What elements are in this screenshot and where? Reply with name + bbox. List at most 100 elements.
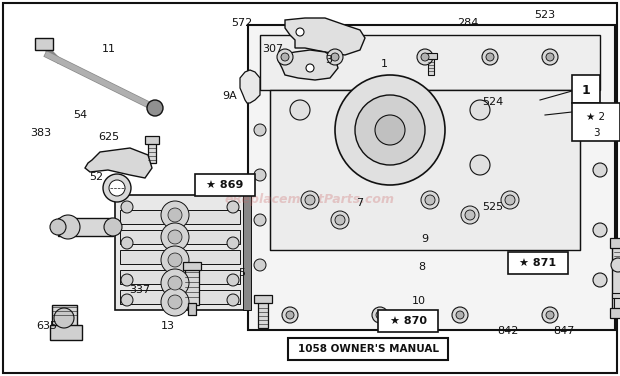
Circle shape xyxy=(542,307,558,323)
Circle shape xyxy=(282,307,298,323)
Circle shape xyxy=(147,100,163,116)
Circle shape xyxy=(470,155,490,175)
Text: 842: 842 xyxy=(498,326,519,336)
Text: 625: 625 xyxy=(98,132,119,142)
Bar xyxy=(612,293,620,298)
Polygon shape xyxy=(285,18,365,55)
Text: 307: 307 xyxy=(262,44,283,54)
Text: 9A: 9A xyxy=(222,91,237,101)
Circle shape xyxy=(546,53,554,61)
Circle shape xyxy=(452,307,468,323)
Polygon shape xyxy=(278,50,338,80)
Circle shape xyxy=(286,311,294,319)
Text: 337: 337 xyxy=(129,285,150,294)
Circle shape xyxy=(486,53,494,61)
Circle shape xyxy=(168,208,182,222)
Circle shape xyxy=(254,214,266,226)
Circle shape xyxy=(161,269,189,297)
Circle shape xyxy=(461,206,479,224)
Circle shape xyxy=(168,253,182,267)
Bar xyxy=(145,136,159,144)
Bar xyxy=(612,240,620,310)
Bar xyxy=(254,295,272,303)
Text: 52: 52 xyxy=(89,173,103,182)
Bar xyxy=(120,230,240,244)
Text: 54: 54 xyxy=(74,110,87,120)
Bar xyxy=(425,53,437,59)
Bar xyxy=(614,295,620,315)
Text: 523: 523 xyxy=(534,10,555,20)
Bar xyxy=(378,310,438,332)
Circle shape xyxy=(306,64,314,72)
Circle shape xyxy=(331,211,349,229)
Circle shape xyxy=(611,258,620,272)
Circle shape xyxy=(425,195,435,205)
Circle shape xyxy=(168,295,182,309)
Text: 3: 3 xyxy=(593,128,600,138)
Bar xyxy=(58,218,113,236)
Circle shape xyxy=(281,53,289,61)
Bar xyxy=(258,298,268,328)
Circle shape xyxy=(456,311,464,319)
Circle shape xyxy=(290,100,310,120)
Bar xyxy=(610,308,620,318)
Circle shape xyxy=(227,274,239,286)
Text: 1: 1 xyxy=(582,85,590,97)
Bar xyxy=(52,305,77,333)
Circle shape xyxy=(505,195,515,205)
Text: 7: 7 xyxy=(356,198,363,208)
Circle shape xyxy=(593,223,607,237)
Bar xyxy=(270,90,580,250)
Bar xyxy=(195,174,255,196)
Circle shape xyxy=(501,191,519,209)
Circle shape xyxy=(109,180,125,196)
Circle shape xyxy=(482,49,498,65)
Bar xyxy=(50,325,82,340)
Text: 572: 572 xyxy=(231,18,252,27)
Text: 5: 5 xyxy=(238,268,246,277)
Text: 3: 3 xyxy=(325,55,332,65)
Circle shape xyxy=(421,191,439,209)
Circle shape xyxy=(331,53,339,61)
Bar xyxy=(243,195,251,310)
Circle shape xyxy=(355,95,425,165)
Circle shape xyxy=(50,219,66,235)
Circle shape xyxy=(375,115,405,145)
Circle shape xyxy=(335,215,345,225)
Circle shape xyxy=(421,53,429,61)
Circle shape xyxy=(546,311,554,319)
Circle shape xyxy=(277,49,293,65)
Bar xyxy=(572,75,600,103)
Circle shape xyxy=(54,308,74,328)
Bar xyxy=(120,250,240,264)
Bar xyxy=(508,252,568,274)
Circle shape xyxy=(168,230,182,244)
Text: 1: 1 xyxy=(381,59,388,69)
Text: 383: 383 xyxy=(30,129,51,138)
Text: eReplacementParts.com: eReplacementParts.com xyxy=(225,194,395,206)
Bar xyxy=(572,103,620,141)
Text: ★ 871: ★ 871 xyxy=(520,258,557,268)
Bar xyxy=(288,338,448,360)
Circle shape xyxy=(168,276,182,290)
Circle shape xyxy=(227,294,239,306)
Circle shape xyxy=(470,100,490,120)
Circle shape xyxy=(593,103,607,117)
Text: 525: 525 xyxy=(482,202,503,212)
Bar xyxy=(148,138,156,163)
Circle shape xyxy=(161,201,189,229)
Text: ★ 2: ★ 2 xyxy=(587,112,606,122)
Bar xyxy=(260,35,600,90)
Text: 11: 11 xyxy=(102,44,115,54)
Bar xyxy=(120,290,240,304)
Circle shape xyxy=(161,246,189,274)
Circle shape xyxy=(593,163,607,177)
Circle shape xyxy=(254,169,266,181)
Polygon shape xyxy=(240,70,260,103)
Circle shape xyxy=(121,237,133,249)
Circle shape xyxy=(465,210,475,220)
Circle shape xyxy=(417,49,433,65)
Bar xyxy=(35,38,53,50)
Text: 284: 284 xyxy=(458,18,479,27)
Circle shape xyxy=(254,259,266,271)
